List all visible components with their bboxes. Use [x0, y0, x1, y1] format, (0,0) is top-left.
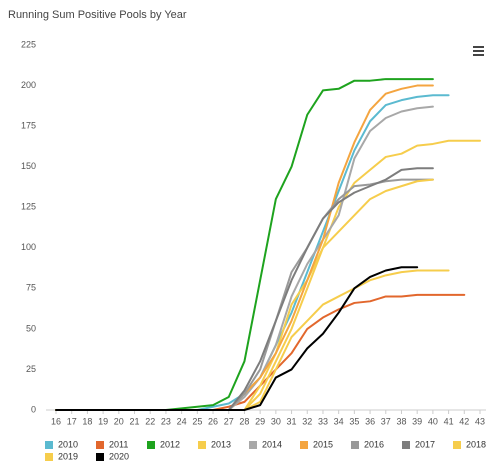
x-tick-label: 28 [239, 416, 249, 426]
legend-swatch [402, 441, 410, 449]
x-tick-label: 35 [349, 416, 359, 426]
y-tick-label: 0 [31, 404, 36, 414]
y-tick-label: 75 [26, 283, 36, 293]
menu-bar [473, 50, 484, 52]
x-tick-label: 24 [177, 416, 187, 426]
y-tick-label: 100 [21, 242, 36, 252]
x-tick-label: 17 [67, 416, 77, 426]
series-line [55, 266, 419, 411]
legend-swatch [45, 441, 53, 449]
series-line [55, 94, 450, 411]
x-tick-label: 36 [365, 416, 375, 426]
series-line [55, 105, 434, 411]
x-tick-label: 29 [255, 416, 265, 426]
x-tick-label: 23 [161, 416, 171, 426]
legend-swatch [96, 453, 104, 461]
x-tick-label: 30 [271, 416, 281, 426]
x-tick-label: 42 [459, 416, 469, 426]
y-tick-label: 50 [26, 323, 36, 333]
menu-icon[interactable] [473, 46, 484, 56]
legend-label: 2013 [211, 439, 231, 449]
y-tick-label: 200 [21, 80, 36, 90]
legend-swatch [249, 441, 257, 449]
legend-swatch [300, 441, 308, 449]
y-tick-label: 225 [21, 39, 36, 49]
y-tick-label: 25 [26, 364, 36, 374]
legend-swatch [351, 441, 359, 449]
y-tick-label: 125 [21, 202, 36, 212]
legend-swatch [198, 441, 206, 449]
x-tick-label: 33 [318, 416, 328, 426]
x-tick-label: 16 [51, 416, 61, 426]
x-tick-label: 20 [114, 416, 124, 426]
legend-label: 2010 [58, 439, 78, 449]
legend-label: 2019 [58, 451, 78, 461]
x-tick-label: 31 [287, 416, 297, 426]
legend-label: 2014 [262, 439, 282, 449]
menu-bar [473, 54, 484, 56]
x-tick-label: 21 [130, 416, 140, 426]
x-tick-label: 40 [428, 416, 438, 426]
legend-label: 2018 [466, 439, 486, 449]
x-tick-label: 39 [412, 416, 422, 426]
series-line [55, 167, 434, 411]
legend-label: 2016 [364, 439, 384, 449]
legend-label: 2012 [160, 439, 180, 449]
x-tick-label: 18 [82, 416, 92, 426]
chart-title: Running Sum Positive Pools by Year [8, 9, 187, 21]
x-tick-label: 32 [302, 416, 312, 426]
y-tick-label: 175 [21, 120, 36, 130]
series-line [55, 178, 434, 411]
x-tick-label: 38 [396, 416, 406, 426]
series-line [55, 78, 434, 411]
x-tick-label: 27 [224, 416, 234, 426]
x-tick-label: 37 [381, 416, 391, 426]
legend-swatch [45, 453, 53, 461]
x-tick-label: 19 [98, 416, 108, 426]
legend-label: 2015 [313, 439, 333, 449]
legend-swatch [96, 441, 104, 449]
x-tick-label: 34 [334, 416, 344, 426]
y-tick-label: 150 [21, 161, 36, 171]
series-line [55, 269, 450, 411]
legend-label: 2011 [109, 439, 128, 449]
legend-label: 2020 [109, 451, 129, 461]
x-tick-label: 25 [192, 416, 202, 426]
legend-label: 2017 [415, 439, 435, 449]
series-line [55, 178, 434, 411]
x-tick-label: 43 [475, 416, 485, 426]
legend-swatch [147, 441, 155, 449]
x-tick-label: 26 [208, 416, 218, 426]
menu-bar [473, 46, 484, 48]
x-tick-label: 41 [444, 416, 454, 426]
x-tick-label: 22 [145, 416, 155, 426]
legend-swatch [453, 441, 461, 449]
